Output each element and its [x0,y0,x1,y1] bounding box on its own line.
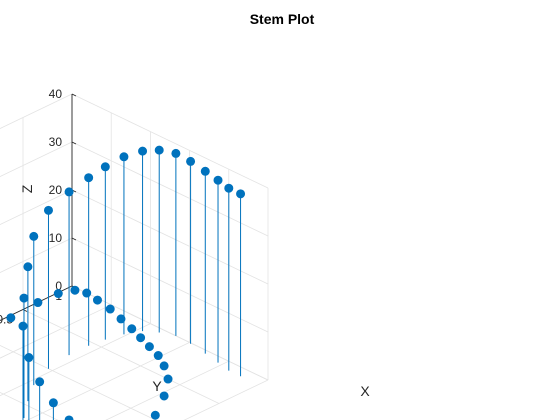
grid-line [71,285,269,381]
stem-marker [116,314,126,324]
stem-marker [64,415,74,420]
stem-marker [24,353,34,363]
z-tick-mark [71,93,77,97]
grid-line [0,189,73,225]
z-axis-label: Z [19,184,35,193]
grid-line [0,141,73,177]
grid-line [71,189,269,285]
z-tick-mark [71,237,77,241]
stem-marker [150,410,160,420]
grid-line [71,141,269,237]
grid-line [0,237,73,273]
stem-marker [29,231,39,241]
grid-line [71,237,269,333]
stem-marker [43,205,53,215]
stem-marker [35,377,45,387]
grid-line [22,309,220,404]
stem-marker [224,183,234,193]
stem-marker [171,148,181,158]
z-tick-label: 40 [49,87,63,101]
y-axis-label: Y [152,378,162,394]
stem-marker [53,289,63,299]
stem-marker [154,145,164,155]
markers [6,145,246,420]
stem-marker [153,351,163,361]
stem-marker [48,398,58,408]
stem-marker [19,293,29,303]
chart-title: Stem Plot [250,11,315,27]
stems [22,150,242,420]
stem-marker [163,374,173,384]
stem-marker [138,146,148,156]
stem-marker [105,304,115,314]
z-tick-label: 20 [49,183,63,197]
x-axis-label: X [360,383,370,399]
stem-marker [159,361,169,371]
grid-line [0,345,157,420]
grid-line [0,93,73,129]
stem-marker [92,295,102,305]
stem-marker [200,166,210,176]
stem-marker [144,342,154,352]
stem-marker [64,187,74,197]
stem-marker [213,175,223,185]
grid-line [71,93,269,189]
grid-line [183,379,269,420]
z-tick-label: 10 [49,231,63,245]
stem-marker [119,152,129,162]
stem-marker [6,313,16,323]
z-tick-label: 0 [55,279,62,293]
grid-lines [0,93,269,420]
stem-marker [100,162,110,172]
stem-marker [186,156,196,166]
stem-marker [70,285,80,295]
z-tick-mark [71,141,77,145]
stem-marker [159,391,169,401]
stem-marker [236,189,246,199]
stem-marker [33,298,43,308]
stem-marker [127,324,137,334]
stem-marker [23,262,33,272]
z-tick-label: 30 [49,135,63,149]
stem-marker [84,173,94,183]
stem-marker [18,321,28,331]
stem-marker [82,288,92,298]
stem-marker [136,333,146,343]
